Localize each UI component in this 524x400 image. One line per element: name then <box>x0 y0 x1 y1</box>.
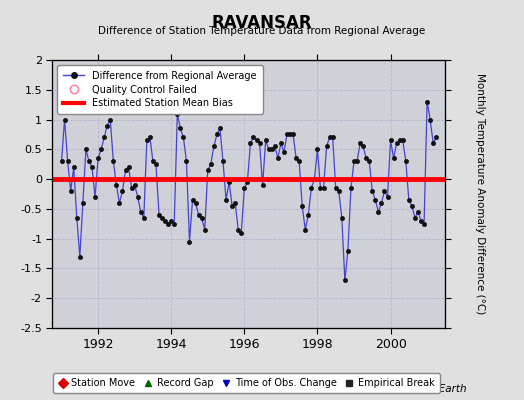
Legend: Station Move, Record Gap, Time of Obs. Change, Empirical Break: Station Move, Record Gap, Time of Obs. C… <box>53 374 440 393</box>
Text: Difference of Station Temperature Data from Regional Average: Difference of Station Temperature Data f… <box>99 26 425 36</box>
Text: Berkeley Earth: Berkeley Earth <box>390 384 466 394</box>
Legend: Difference from Regional Average, Quality Control Failed, Estimated Station Mean: Difference from Regional Average, Qualit… <box>57 65 263 114</box>
Text: RAVANSAR: RAVANSAR <box>212 14 312 32</box>
Y-axis label: Monthly Temperature Anomaly Difference (°C): Monthly Temperature Anomaly Difference (… <box>475 73 485 315</box>
